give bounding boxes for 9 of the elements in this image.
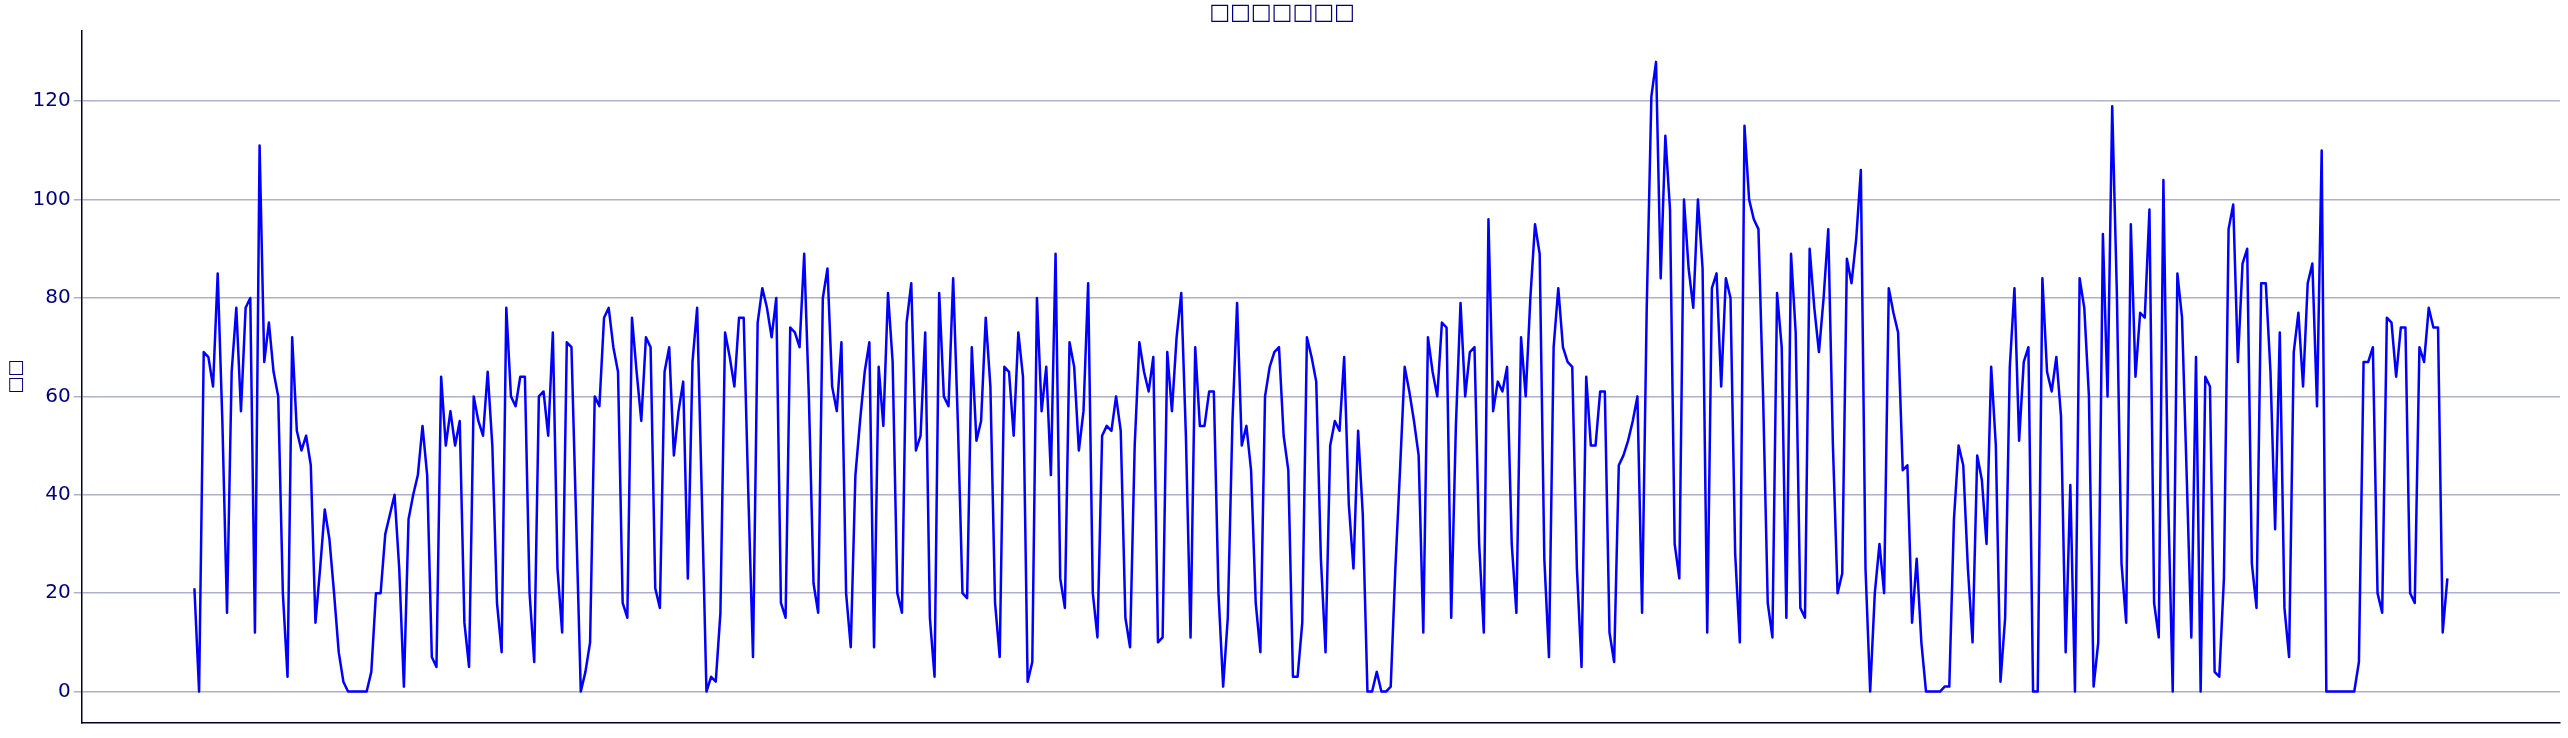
y-tick-label: 20 (45, 579, 71, 604)
y-tick-label: 60 (45, 382, 71, 407)
y-axis-title: □□ (4, 359, 26, 394)
y-tick-label: 120 (32, 87, 71, 112)
y-tick-label: 40 (45, 480, 71, 505)
y-tick-label: 80 (45, 284, 71, 309)
y-tick-label: 100 (32, 185, 71, 210)
y-tick-label: 0 (58, 677, 71, 702)
chart-title: □□□□□□□ (1209, 0, 1355, 24)
